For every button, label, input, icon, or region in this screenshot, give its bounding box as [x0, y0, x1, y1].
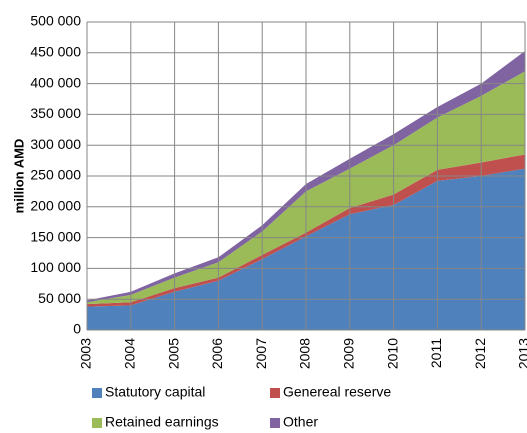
legend-swatch [92, 418, 102, 428]
y-tick-label: 250 000 [30, 167, 81, 183]
y-tick-label: 100 000 [30, 259, 81, 275]
area [87, 154, 525, 307]
y-tick-label: 50 000 [38, 290, 81, 306]
y-tick-label: 150 000 [30, 228, 81, 244]
legend-label: Genereal reserve [283, 384, 391, 400]
legend-label: Other [283, 414, 318, 430]
x-tick-label: 2009 [341, 338, 357, 369]
y-tick-label: 350 000 [30, 105, 81, 121]
x-tick-label: 2003 [78, 338, 94, 369]
x-tick-label: 2013 [516, 338, 527, 369]
legend-swatch [270, 418, 280, 428]
y-tick-label: 500 000 [30, 13, 81, 29]
legend-label: Retained earnings [105, 414, 219, 430]
x-tick-label: 2006 [209, 338, 225, 369]
legend-swatch [92, 388, 102, 398]
y-tick-label: 300 000 [30, 136, 81, 152]
legend-swatch [270, 388, 280, 398]
x-tick-label: 2012 [472, 338, 488, 369]
y-tick-label: 450 000 [30, 44, 81, 60]
y-tick-label: 400 000 [30, 74, 81, 90]
x-tick-label: 2004 [122, 338, 138, 369]
x-tick-label: 2007 [253, 338, 269, 369]
x-tick-label: 2005 [165, 338, 181, 369]
x-tick-label: 2010 [384, 338, 400, 369]
y-tick-label: 200 000 [30, 198, 81, 214]
x-tick-label: 2011 [428, 338, 444, 368]
y-axis-label: million AMD [11, 139, 26, 214]
x-tick-label: 2008 [297, 338, 313, 369]
y-tick-label: 0 [73, 321, 81, 337]
legend-label: Statutory capital [105, 384, 205, 400]
